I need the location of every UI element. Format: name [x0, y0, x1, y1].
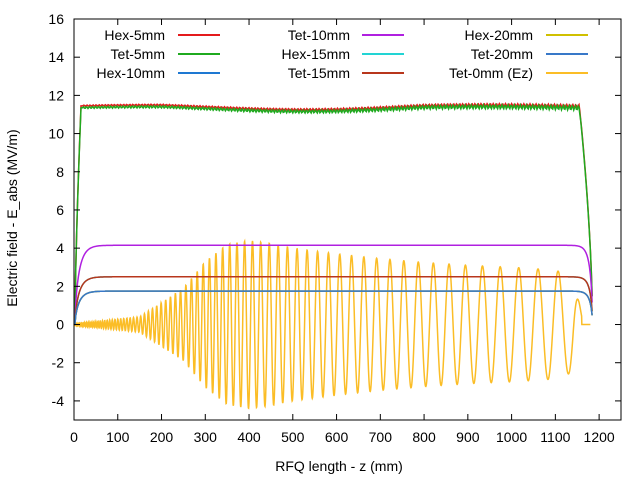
- legend-entry: Tet-20mm: [471, 46, 588, 62]
- y-axis-label: Electric field - E_abs (MV/m): [4, 129, 20, 306]
- y-tick-label: 14: [48, 49, 64, 65]
- y-tick-label: 2: [56, 278, 64, 294]
- x-tick-label: 900: [456, 429, 480, 445]
- axes: [73, 18, 622, 421]
- y-tick-label: 0: [56, 317, 64, 333]
- legend-entry: Tet-5mm: [111, 46, 220, 62]
- x-tick-label: 1100: [540, 429, 570, 445]
- series-line-tet-5mm: [74, 102, 593, 325]
- y-tick-label: -2: [52, 355, 65, 371]
- x-tick-label: 600: [325, 429, 349, 445]
- legend: Hex-5mm Tet-5mm Hex-10mm Tet-10mm Hex-15mm Te…: [97, 27, 588, 81]
- y-tick-label: -4: [52, 393, 65, 409]
- legend-label: Hex-10mm: [97, 65, 165, 81]
- x-axis-label: RFQ length - z (mm): [275, 458, 403, 474]
- legend-entry: Hex-15mm: [282, 46, 404, 62]
- legend-entry: Tet-10mm: [288, 27, 404, 43]
- y-tick-label: 12: [48, 87, 64, 103]
- y-tick-label: 10: [48, 126, 64, 142]
- legend-label: Tet-10mm: [288, 27, 350, 43]
- legend-label: Tet-20mm: [471, 46, 533, 62]
- legend-entry: Hex-20mm: [465, 27, 588, 43]
- x-tick-label: 0: [70, 429, 78, 445]
- series-line-tet-15mm: [74, 276, 593, 325]
- legend-label: Tet-15mm: [288, 65, 350, 81]
- legend-label: Hex-15mm: [282, 46, 350, 62]
- y-tick-label: 16: [48, 11, 64, 27]
- x-tick-label: 1200: [584, 429, 615, 445]
- legend-label: Hex-5mm: [104, 27, 165, 43]
- x-tick-label: 400: [237, 429, 261, 445]
- y-ticks: -4 -2 0 2 4 6 8 10 12 14 16: [48, 11, 621, 409]
- legend-entry: Tet-15mm: [288, 65, 404, 81]
- x-tick-label: 1000: [496, 429, 527, 445]
- legend-entry: Tet-0mm (Ez): [449, 65, 588, 81]
- legend-label: Tet-0mm (Ez): [449, 65, 533, 81]
- x-tick-label: 800: [412, 429, 436, 445]
- legend-entry: Hex-10mm: [97, 65, 220, 81]
- series-line-tet-20mm: [74, 290, 593, 325]
- x-ticks: 0 100 200 300 400 500 600 700 800 900 1000 1100 1200: [70, 19, 615, 445]
- series-line-tet-10mm: [74, 244, 593, 325]
- legend-entry: Hex-5mm: [104, 27, 220, 43]
- x-tick-label: 100: [106, 429, 130, 445]
- plot-area: [73, 102, 593, 410]
- legend-label: Hex-20mm: [465, 27, 533, 43]
- legend-label: Tet-5mm: [111, 46, 165, 62]
- y-tick-label: 6: [56, 202, 64, 218]
- plot-frame: [73, 18, 622, 421]
- x-tick-label: 700: [369, 429, 393, 445]
- x-tick-label: 500: [281, 429, 305, 445]
- x-tick-label: 300: [194, 429, 218, 445]
- y-tick-label: 4: [56, 240, 64, 256]
- x-tick-label: 200: [150, 429, 174, 445]
- y-tick-label: 8: [56, 164, 64, 180]
- series-line-tet-0mm: [73, 238, 591, 410]
